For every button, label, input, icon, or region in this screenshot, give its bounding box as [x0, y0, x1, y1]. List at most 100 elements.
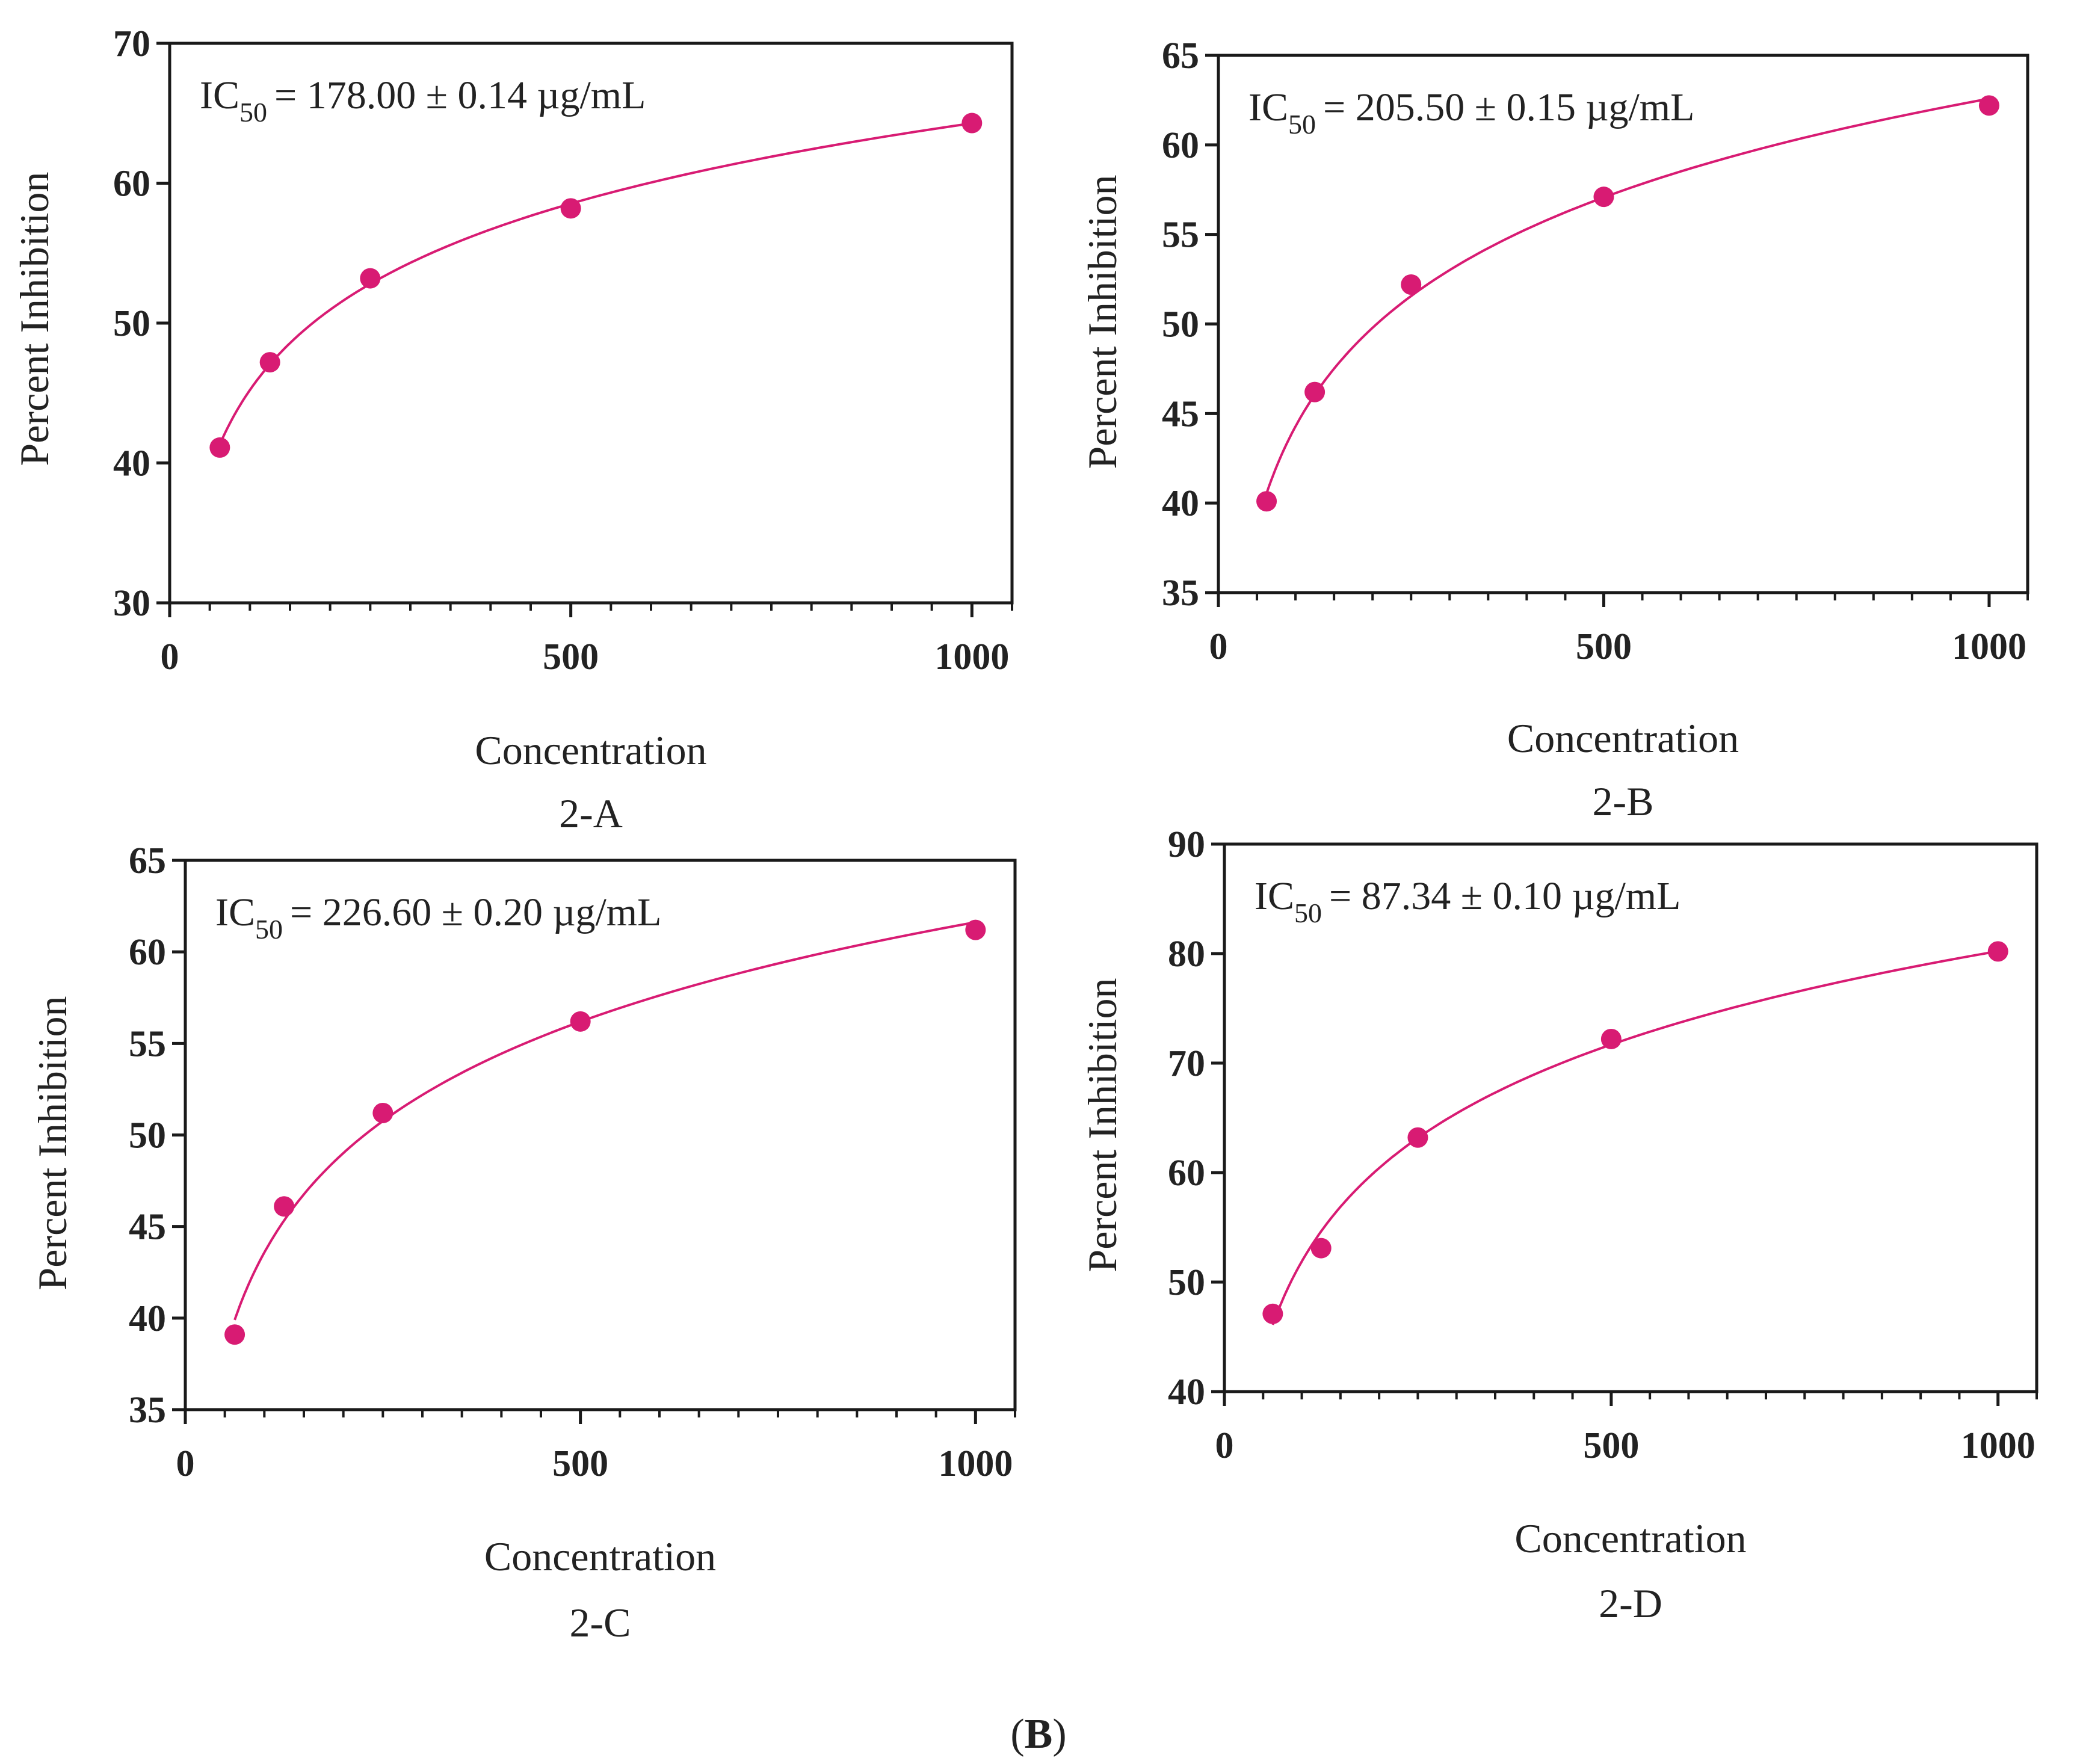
y-tick-label: 30 — [113, 583, 150, 624]
y-axis-label: Percent Inhibition — [1079, 174, 1125, 469]
data-point — [1978, 95, 1999, 116]
y-tick-label: 65 — [1162, 35, 1199, 76]
y-tick-label: 70 — [113, 23, 150, 64]
ic50-value: = 87.34 ± 0.10 µg/mL — [1329, 874, 1680, 918]
ic50-value: = 178.00 ± 0.14 µg/mL — [274, 73, 646, 117]
y-tick-label: 90 — [1168, 824, 1205, 865]
data-point — [274, 1196, 295, 1217]
chart-2-B: 35 40 45 50 55 60 65 0 500 1000 Concentration Perce… — [1079, 35, 2029, 824]
y-axis-label: Percent Inhibition — [29, 996, 75, 1290]
x-tick-label: 0 — [161, 637, 179, 677]
data-point — [1262, 1303, 1283, 1324]
data-point — [1593, 187, 1614, 208]
ic50-prefix: IC — [200, 73, 239, 117]
ic50-subscript: 50 — [1294, 898, 1322, 928]
data-point — [1401, 274, 1422, 295]
y-tick-label: 80 — [1168, 934, 1205, 975]
data-point — [1600, 1028, 1622, 1049]
y-tick-label: 40 — [1162, 483, 1199, 524]
fit-curve — [233, 921, 976, 1321]
y-tick-label: 50 — [129, 1115, 166, 1156]
data-point — [961, 113, 983, 134]
data-point — [209, 437, 230, 458]
y-tick-label: 50 — [1162, 304, 1199, 345]
x-tick-label: 0 — [1215, 1425, 1234, 1466]
x-axis-label: Concentration — [1507, 715, 1739, 761]
ic50-prefix: IC — [1255, 874, 1294, 918]
ic50-prefix: IC — [215, 890, 255, 934]
data-point — [259, 352, 280, 373]
data-point — [372, 1102, 393, 1123]
x-tick-label: 1000 — [1952, 626, 2026, 667]
panel-label: 2-A — [559, 791, 623, 836]
x-tick-label: 500 — [543, 637, 599, 677]
y-tick-label: 50 — [113, 303, 150, 344]
x-axis-label: Concentration — [1514, 1516, 1746, 1561]
plot-frame — [1217, 54, 2029, 594]
data-point — [1304, 381, 1326, 402]
y-tick-label: 60 — [129, 932, 166, 973]
fit-curve — [1265, 97, 1990, 494]
panel-label: 2-C — [570, 1600, 631, 1645]
y-tick-label: 45 — [1162, 393, 1199, 434]
data-point — [1310, 1238, 1332, 1259]
x-tick-label: 0 — [176, 1443, 195, 1484]
ic50-annotation: IC50 = 178.00 ± 0.14 µg/mL — [200, 73, 646, 128]
ic50-subscript: 50 — [1288, 109, 1316, 140]
y-tick-label: 40 — [113, 443, 150, 484]
y-tick-label: 35 — [1162, 573, 1199, 614]
y-tick-label: 60 — [113, 164, 150, 205]
data-point — [570, 1011, 591, 1032]
x-tick-label: 500 — [552, 1443, 608, 1484]
y-axis-label: Percent Inhibition — [11, 171, 57, 466]
x-axis-label: Concentration — [475, 727, 706, 773]
data-point — [224, 1324, 245, 1345]
ic50-annotation: IC50 = 87.34 ± 0.10 µg/mL — [1255, 874, 1680, 928]
x-tick-label: 0 — [1209, 626, 1228, 667]
chart-2-C: 35 40 45 50 55 60 65 0 500 1000 Concentration Perce… — [29, 840, 1017, 1645]
y-tick-label: 55 — [1162, 215, 1199, 256]
data-point — [1407, 1127, 1428, 1148]
data-point — [1987, 941, 2008, 962]
ic50-value: = 226.60 ± 0.20 µg/mL — [290, 890, 661, 934]
y-tick-label: 60 — [1168, 1153, 1205, 1194]
data-point — [360, 268, 381, 289]
y-tick-label: 35 — [129, 1390, 166, 1431]
y-tick-label: 70 — [1168, 1043, 1205, 1084]
figure-label: (B) — [1010, 1711, 1066, 1757]
x-tick-label: 1000 — [1961, 1425, 2035, 1466]
y-tick-label: 65 — [129, 840, 166, 881]
x-tick-label: 1000 — [934, 637, 1009, 677]
ic50-subscript: 50 — [239, 97, 267, 128]
y-tick-label: 40 — [1168, 1372, 1205, 1413]
ic50-value: = 205.50 ± 0.15 µg/mL — [1323, 85, 1694, 129]
plot-frame — [1223, 842, 2038, 1393]
data-point — [965, 919, 986, 940]
y-tick-label: 50 — [1168, 1262, 1205, 1303]
fit-curve — [1271, 950, 1999, 1325]
chart-2-A: 30 40 50 60 70 0 500 1000 Concentration Percent I… — [11, 23, 1014, 836]
y-tick-label: 55 — [129, 1023, 166, 1064]
fit-curve — [218, 122, 972, 445]
ic50-annotation: IC50 = 226.60 ± 0.20 µg/mL — [215, 890, 661, 945]
data-point — [1256, 491, 1277, 512]
chart-2-D: 40 50 60 70 80 90 0 500 1000 Concentration Percent… — [1079, 824, 2038, 1626]
ic50-prefix: IC — [1248, 85, 1288, 129]
figure-label-open: ( — [1010, 1711, 1024, 1757]
figure-label-close: ) — [1052, 1711, 1066, 1757]
plot-frame — [184, 859, 1017, 1411]
y-tick-label: 45 — [129, 1207, 166, 1248]
figure-label-letter: B — [1025, 1711, 1053, 1757]
y-tick-label: 40 — [129, 1298, 166, 1339]
data-point — [560, 198, 581, 219]
y-tick-label: 60 — [1162, 125, 1199, 166]
ic50-subscript: 50 — [255, 914, 283, 945]
panel-label: 2-B — [1593, 779, 1654, 824]
x-tick-label: 500 — [1576, 626, 1632, 667]
x-tick-label: 1000 — [938, 1443, 1013, 1484]
ic50-annotation: IC50 = 205.50 ± 0.15 µg/mL — [1248, 85, 1694, 140]
panel-label: 2-D — [1599, 1581, 1662, 1626]
y-axis-label: Percent Inhibition — [1079, 978, 1125, 1272]
x-axis-label: Concentration — [484, 1534, 716, 1579]
